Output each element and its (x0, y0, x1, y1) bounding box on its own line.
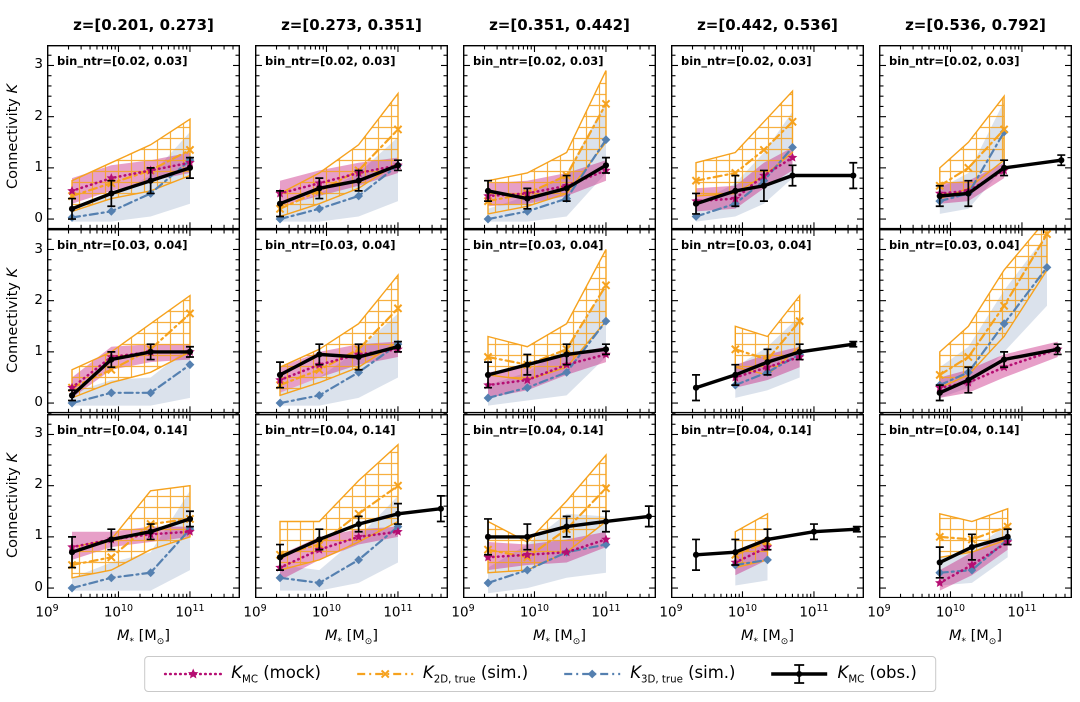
legend-sample-sim3d-line (562, 662, 622, 686)
y-tick-label: 0 (34, 578, 43, 595)
y-tick-label: 3 (34, 56, 43, 73)
legend: KMC (mock) K2D, true (sim.) K3D, true (s… (144, 656, 936, 692)
bin-ntr-annotation: bin_ntr=[0.02, 0.03] (681, 54, 812, 69)
panel-r2c2: bin_ntr=[0.03, 0.04] (255, 229, 448, 414)
x-tick-label: 1010 (311, 603, 342, 621)
x-tick-label: 1011 (175, 603, 205, 621)
bin-ntr-annotation: bin_ntr=[0.03, 0.04] (889, 238, 1020, 253)
panel-r2c4: bin_ntr=[0.03, 0.04] (671, 229, 864, 414)
legend-sample-obs-line (769, 662, 829, 686)
y-axis-label: Connectivity K (5, 84, 21, 190)
panel-r3c5: bin_ntr=[0.04, 0.14] (879, 413, 1072, 598)
col-title: z=[0.351, 0.442] (489, 16, 630, 34)
y-tick-label: 2 (34, 291, 43, 308)
y-axis-label: Connectivity K (5, 268, 21, 374)
x-tick-label: 109 (867, 603, 891, 621)
x-axis-label: M* [M⊙] (533, 628, 586, 647)
legend-label: K2D, true (sim.) (422, 662, 529, 686)
x-axis-label: M* [M⊙] (949, 628, 1002, 647)
y-axis-label: Connectivity K (5, 453, 21, 559)
y-tick-label: 3 (34, 240, 43, 257)
y-tick-label: 2 (34, 107, 43, 124)
bin-ntr-annotation: bin_ntr=[0.02, 0.03] (57, 54, 188, 69)
x-tick-label: 109 (659, 603, 683, 621)
col-title: z=[0.201, 0.273] (73, 16, 214, 34)
y-tick-label: 1 (34, 527, 43, 544)
bin-ntr-annotation: bin_ntr=[0.03, 0.04] (57, 238, 188, 253)
y-tick-label: 2 (34, 476, 43, 493)
panel-r1c1: bin_ntr=[0.02, 0.03] (47, 45, 240, 230)
x-tick-label: 1010 (935, 603, 966, 621)
x-axis-label: M* [M⊙] (741, 628, 794, 647)
legend-item-kmc-mock: KMC (mock) (163, 662, 321, 686)
panel-r2c1: bin_ntr=[0.03, 0.04] (47, 229, 240, 414)
legend-item-kmc-obs: KMC (obs.) (769, 662, 917, 686)
x-tick-label: 1011 (383, 603, 413, 621)
panel-r1c4: bin_ntr=[0.02, 0.03] (671, 45, 864, 230)
y-tick-label: 3 (34, 425, 43, 442)
bin-ntr-annotation: bin_ntr=[0.03, 0.04] (681, 238, 812, 253)
legend-label: K3D, true (sim.) (630, 662, 736, 686)
panel-r3c1: bin_ntr=[0.04, 0.14] (47, 413, 240, 598)
panel-r3c4: bin_ntr=[0.04, 0.14] (671, 413, 864, 598)
panel-r2c5: bin_ntr=[0.03, 0.04] (879, 229, 1072, 414)
bin-ntr-annotation: bin_ntr=[0.02, 0.03] (889, 54, 1020, 69)
y-tick-label: 0 (34, 394, 43, 411)
panel-r3c3: bin_ntr=[0.04, 0.14] (463, 413, 656, 598)
legend-item-k2dtrue-sim: K2D, true (sim.) (355, 662, 528, 686)
panel-r2c3: bin_ntr=[0.03, 0.04] (463, 229, 656, 414)
x-tick-label: 1010 (727, 603, 758, 621)
bin-ntr-annotation: bin_ntr=[0.04, 0.14] (681, 423, 812, 438)
x-tick-label: 1011 (1007, 603, 1037, 621)
panel-r1c5: bin_ntr=[0.02, 0.03] (879, 45, 1072, 230)
legend-label: KMC (mock) (231, 662, 321, 686)
x-tick-label: 1010 (519, 603, 550, 621)
legend-label: KMC (obs.) (837, 662, 917, 686)
x-axis-label: M* [M⊙] (117, 628, 170, 647)
col-title: z=[0.273, 0.351] (281, 16, 422, 34)
x-tick-label: 1011 (799, 603, 829, 621)
panel-r1c2: bin_ntr=[0.02, 0.03] (255, 45, 448, 230)
x-axis-label: M* [M⊙] (325, 628, 378, 647)
bin-ntr-annotation: bin_ntr=[0.04, 0.14] (473, 423, 604, 438)
y-tick-label: 1 (34, 343, 43, 360)
bin-ntr-annotation: bin_ntr=[0.03, 0.04] (265, 238, 396, 253)
x-tick-label: 109 (35, 603, 59, 621)
col-title: z=[0.442, 0.536] (697, 16, 838, 34)
y-tick-label: 0 (34, 210, 43, 227)
x-tick-label: 109 (451, 603, 475, 621)
x-tick-label: 109 (243, 603, 267, 621)
bin-ntr-annotation: bin_ntr=[0.03, 0.04] (473, 238, 604, 253)
legend-sample-sim2d-line (355, 662, 415, 686)
panel-r1c3: bin_ntr=[0.02, 0.03] (463, 45, 656, 230)
panel-r3c2: bin_ntr=[0.04, 0.14] (255, 413, 448, 598)
col-title: z=[0.536, 0.792] (905, 16, 1046, 34)
x-tick-label: 1011 (591, 603, 621, 621)
bin-ntr-annotation: bin_ntr=[0.02, 0.03] (473, 54, 604, 69)
bin-ntr-annotation: bin_ntr=[0.04, 0.14] (57, 423, 188, 438)
bin-ntr-annotation: bin_ntr=[0.02, 0.03] (265, 54, 396, 69)
y-tick-label: 1 (34, 158, 43, 175)
x-tick-label: 1010 (103, 603, 134, 621)
bin-ntr-annotation: bin_ntr=[0.04, 0.14] (889, 423, 1020, 438)
legend-item-k3dtrue-sim: K3D, true (sim.) (562, 662, 735, 686)
legend-sample-mock-line (163, 662, 223, 686)
bin-ntr-annotation: bin_ntr=[0.04, 0.14] (265, 423, 396, 438)
